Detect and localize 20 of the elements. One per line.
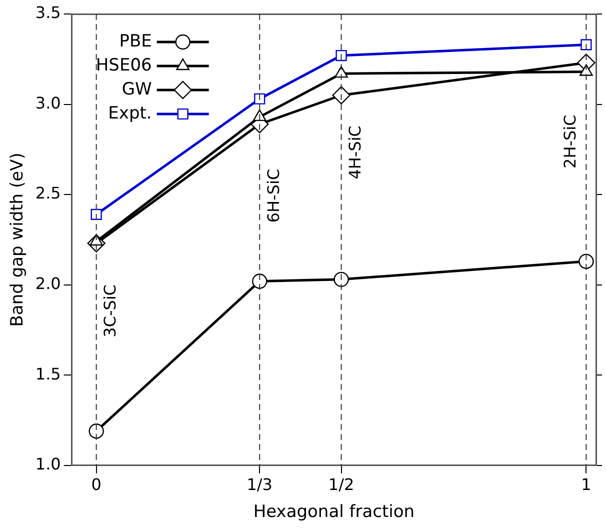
x-tick-label: 1 (581, 475, 592, 494)
legend-label: GW (122, 79, 152, 100)
ref-line-label: 3C-SiC (100, 284, 120, 338)
y-tick-label: 1.5 (35, 364, 61, 384)
ref-line-label: 2H-SiC (560, 114, 580, 168)
y-tick-label: 3.0 (35, 93, 61, 112)
ref-line-label: 4H-SiC (345, 126, 364, 180)
ref-line-label: 6H-SiC (264, 168, 283, 223)
y-tick-label: 1.0 (35, 454, 61, 474)
y-tick-label: 2.5 (35, 184, 61, 203)
y-tick-label: 2.0 (35, 274, 61, 293)
legend-label: Expt. (108, 103, 152, 124)
x-tick-label: 0 (91, 475, 102, 494)
y-axis-title: Band gap width (eV) (8, 152, 28, 327)
y-tick-label: 3.5 (35, 3, 61, 22)
legend-label: HSE06 (96, 55, 152, 76)
x-axis-title: Hexagonal fraction (253, 502, 415, 522)
legend-label: PBE (119, 31, 152, 52)
x-tick-label: 1/2 (328, 475, 354, 494)
x-tick-label: 1/3 (246, 475, 272, 494)
